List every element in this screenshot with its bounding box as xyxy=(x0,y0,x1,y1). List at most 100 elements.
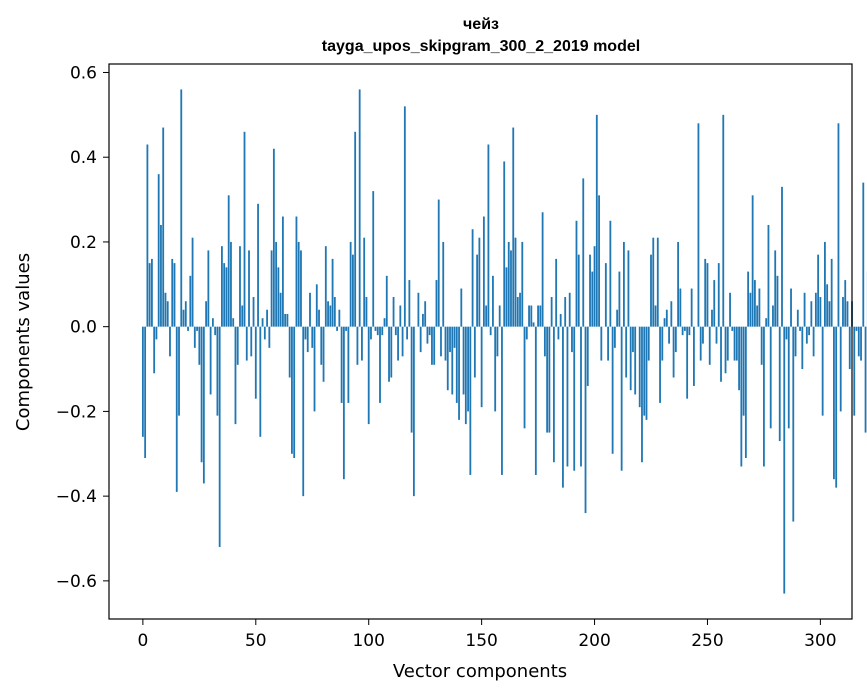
chart-title-line1: чейз xyxy=(463,16,499,33)
bar-177 xyxy=(541,212,544,327)
x-tick-label-150: 150 xyxy=(465,631,497,651)
bar-175 xyxy=(537,305,539,327)
bar-101 xyxy=(370,326,372,340)
x-tick-label-50: 50 xyxy=(245,631,267,651)
bar-261 xyxy=(731,326,734,331)
bar-43 xyxy=(239,246,241,327)
bar-240 xyxy=(683,326,686,331)
y-tick-label-4: 0.2 xyxy=(70,233,97,253)
bar-99 xyxy=(365,297,368,327)
bar-23 xyxy=(193,326,196,348)
bar-186 xyxy=(562,326,564,488)
bar-274 xyxy=(760,326,763,365)
bar-237 xyxy=(677,241,680,327)
bar-290 xyxy=(796,309,799,327)
bar-207 xyxy=(609,220,612,327)
bar-48 xyxy=(250,326,253,357)
bar-51 xyxy=(257,203,259,327)
bar-147 xyxy=(473,326,476,378)
bar-235 xyxy=(672,326,675,378)
bar-164 xyxy=(512,127,515,327)
bar-112 xyxy=(394,326,397,336)
bar-184 xyxy=(557,326,560,340)
bar-89 xyxy=(342,326,345,480)
bar-168 xyxy=(521,241,524,327)
bar-180 xyxy=(548,326,551,433)
bar-276 xyxy=(765,318,768,327)
bar-141 xyxy=(460,288,463,327)
bar-37 xyxy=(225,267,228,327)
bar-238 xyxy=(679,288,682,327)
bar-57 xyxy=(270,250,273,327)
bar-41 xyxy=(234,326,237,425)
bar-75 xyxy=(311,326,314,348)
bar-13 xyxy=(171,258,174,327)
bar-182 xyxy=(552,326,555,463)
bar-213 xyxy=(623,241,625,327)
bar-225 xyxy=(650,254,652,327)
bar-128 xyxy=(431,326,433,365)
bar-262 xyxy=(733,326,736,361)
bar-83 xyxy=(329,305,332,327)
bar-3 xyxy=(148,263,151,327)
bar-155 xyxy=(492,275,494,327)
bar-113 xyxy=(397,326,399,361)
bar-277 xyxy=(767,224,770,327)
bar-179 xyxy=(546,326,549,433)
bar-44 xyxy=(241,305,244,327)
bar-187 xyxy=(564,297,567,327)
x-tick-label-100: 100 xyxy=(352,631,384,651)
bar-114 xyxy=(399,305,402,327)
y-tick-label-5: 0.4 xyxy=(70,148,97,168)
x-tick-label-0: 0 xyxy=(137,631,148,651)
bar-254 xyxy=(715,326,718,344)
bar-117 xyxy=(406,326,409,340)
bar-18 xyxy=(182,309,185,327)
bar-250 xyxy=(706,263,709,327)
bar-205 xyxy=(604,263,607,327)
bar-77 xyxy=(315,284,318,327)
bar-260 xyxy=(729,292,731,327)
bar-110 xyxy=(390,326,393,378)
bar-95 xyxy=(356,326,359,365)
bar-305 xyxy=(830,258,833,327)
bar-173 xyxy=(532,322,535,327)
bar-103 xyxy=(374,326,377,331)
bar-53 xyxy=(261,318,264,327)
bar-138 xyxy=(453,326,456,348)
bar-69 xyxy=(297,241,300,327)
bar-72 xyxy=(304,326,307,340)
bar-319 xyxy=(862,182,865,327)
bar-157 xyxy=(496,326,499,357)
y-axis-label: Components values xyxy=(13,253,34,431)
bar-311 xyxy=(844,280,847,327)
bar-221 xyxy=(641,326,643,463)
bar-104 xyxy=(376,326,379,336)
bar-160 xyxy=(503,161,506,327)
bar-82 xyxy=(327,301,329,327)
bar-196 xyxy=(584,326,587,514)
bar-215 xyxy=(627,250,630,327)
bar-185 xyxy=(559,313,562,327)
bar-0 xyxy=(141,326,144,437)
bar-73 xyxy=(306,326,309,353)
bar-64 xyxy=(286,313,289,327)
bar-142 xyxy=(462,326,465,395)
bar-78 xyxy=(318,309,320,327)
bar-66 xyxy=(291,326,293,454)
bar-39 xyxy=(230,241,232,327)
bar-59 xyxy=(275,241,278,327)
bar-26 xyxy=(200,326,203,463)
bar-292 xyxy=(801,326,804,370)
bar-306 xyxy=(833,326,835,480)
bar-191 xyxy=(573,326,576,471)
bar-50 xyxy=(254,326,257,399)
x-axis-label: Vector components xyxy=(393,661,567,682)
bar-193 xyxy=(577,254,580,327)
bar-188 xyxy=(566,326,569,467)
bar-4 xyxy=(151,258,153,327)
bar-98 xyxy=(363,237,366,327)
bar-304 xyxy=(828,301,831,327)
bar-315 xyxy=(853,326,856,416)
